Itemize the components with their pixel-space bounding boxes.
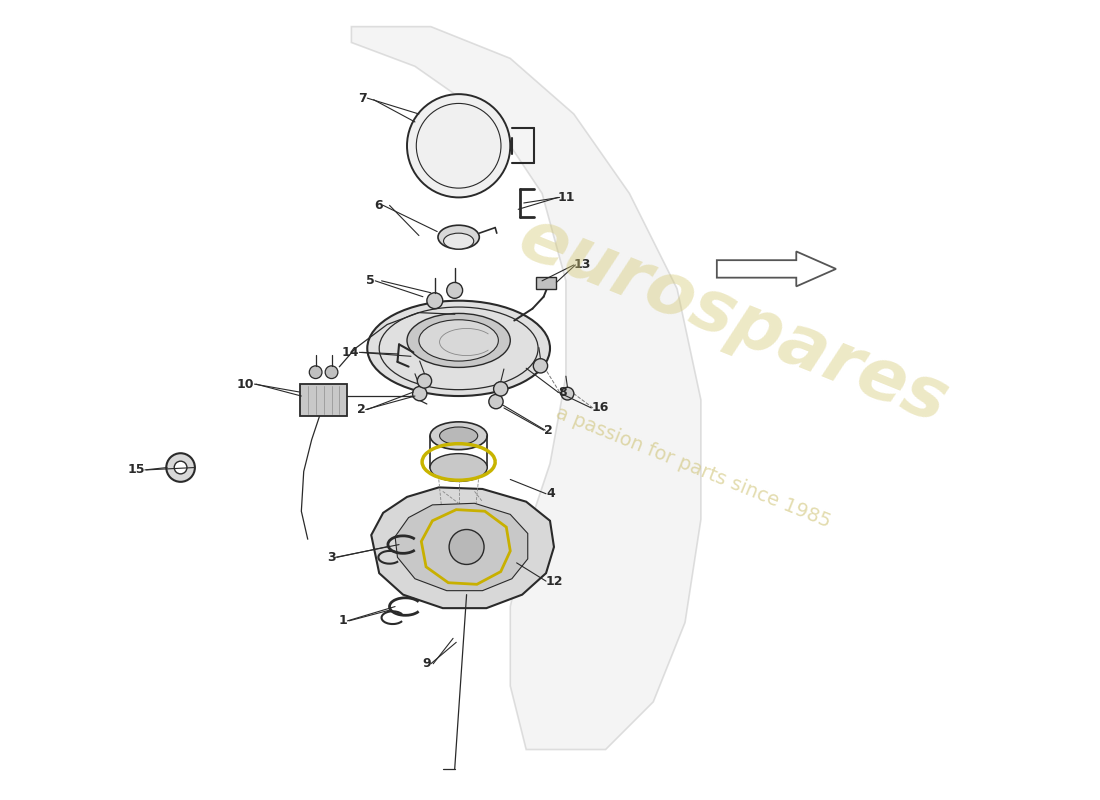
Polygon shape — [717, 251, 836, 286]
Polygon shape — [351, 26, 701, 750]
Text: 9: 9 — [422, 658, 431, 670]
Text: 2: 2 — [356, 403, 365, 416]
Ellipse shape — [419, 320, 498, 361]
Text: 8: 8 — [558, 386, 566, 398]
Circle shape — [449, 530, 484, 565]
Circle shape — [309, 366, 322, 378]
Polygon shape — [395, 503, 528, 590]
Circle shape — [534, 358, 548, 373]
Text: eurospares: eurospares — [508, 203, 957, 438]
Circle shape — [407, 94, 510, 198]
Polygon shape — [372, 487, 554, 608]
Ellipse shape — [407, 314, 510, 367]
Ellipse shape — [367, 301, 550, 396]
Ellipse shape — [430, 422, 487, 450]
Circle shape — [561, 387, 574, 400]
Text: 13: 13 — [574, 258, 591, 271]
Circle shape — [417, 374, 431, 388]
Text: 2: 2 — [543, 424, 552, 437]
Text: 6: 6 — [374, 199, 383, 212]
Ellipse shape — [430, 454, 487, 482]
Text: 10: 10 — [236, 378, 254, 390]
Text: 11: 11 — [558, 191, 575, 204]
Circle shape — [412, 386, 427, 401]
Circle shape — [447, 282, 463, 298]
Circle shape — [494, 382, 508, 396]
Text: 15: 15 — [128, 463, 145, 477]
Text: 1: 1 — [339, 614, 348, 627]
Polygon shape — [536, 277, 557, 289]
Ellipse shape — [440, 427, 477, 445]
Circle shape — [488, 394, 503, 409]
Text: a passion for parts since 1985: a passion for parts since 1985 — [552, 403, 834, 531]
Ellipse shape — [438, 226, 480, 249]
Text: 4: 4 — [546, 487, 554, 500]
Circle shape — [326, 366, 338, 378]
Circle shape — [427, 293, 442, 309]
Text: 5: 5 — [366, 274, 375, 287]
Text: 14: 14 — [342, 346, 360, 359]
Text: 12: 12 — [546, 574, 563, 588]
Text: 7: 7 — [359, 92, 367, 105]
Circle shape — [174, 461, 187, 474]
Polygon shape — [299, 384, 348, 416]
Text: 16: 16 — [592, 402, 608, 414]
Circle shape — [166, 454, 195, 482]
Text: 3: 3 — [327, 550, 336, 564]
Ellipse shape — [443, 233, 474, 249]
